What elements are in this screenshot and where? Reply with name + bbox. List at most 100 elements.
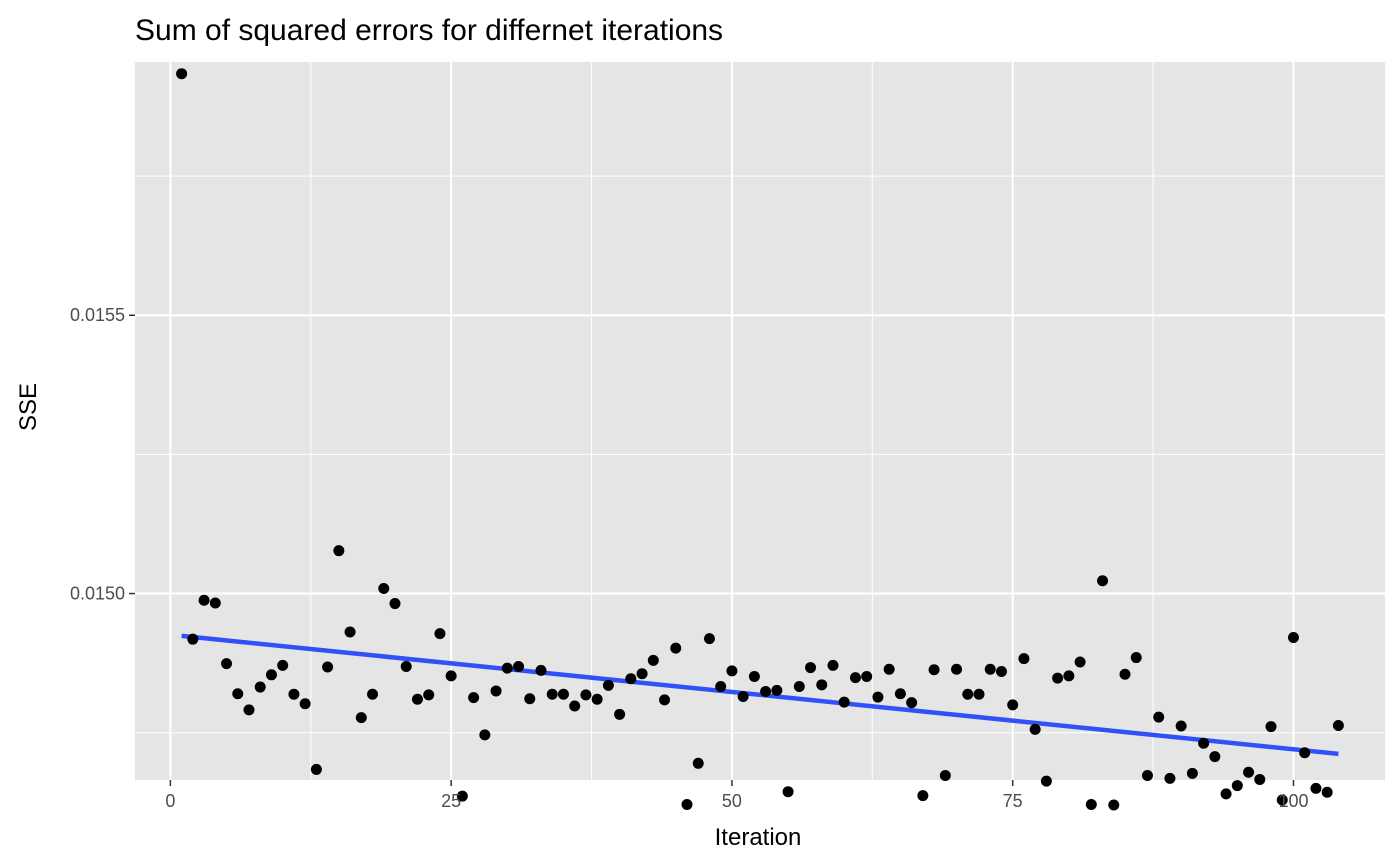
data-point [1265,721,1277,733]
data-point [254,681,266,693]
data-point [715,680,727,692]
grid-minor [135,62,1385,780]
data-point [995,665,1007,677]
data-point [906,697,918,709]
data-point [737,691,749,703]
data-point [1007,699,1019,711]
data-point [1243,766,1255,778]
data-point [928,664,940,676]
data-point [299,698,311,710]
data-point [1018,653,1030,665]
data-point [1052,672,1064,684]
data-point [726,665,738,677]
y-axis-title: SSE [15,383,42,431]
data-point [939,770,951,782]
data-point [1231,780,1243,792]
x-tick-label: 100 [1278,791,1308,811]
data-point [703,633,715,645]
x-tick-label: 25 [441,791,461,811]
data-point [434,628,446,640]
data-point [221,658,233,670]
data-point [771,684,783,696]
trend-line [181,633,1339,757]
data-point [310,763,322,775]
data-point [411,693,423,705]
data-point [1074,656,1086,668]
data-point [1141,770,1153,782]
x-axis-title: Iteration [715,824,802,851]
chart-title: Sum of squared errors for differnet iter… [135,14,723,47]
data-point [1310,782,1322,794]
data-point [1198,737,1210,749]
plot-panel [135,62,1385,780]
data-point [748,670,760,682]
data-point [322,661,334,673]
data-point [1276,794,1288,806]
data-point [782,786,794,798]
data-point [569,700,581,712]
data-point [209,597,221,609]
y-axis: 0.0150 0.0155 [70,305,135,604]
data-point [243,704,255,716]
data-point [816,679,828,691]
data-point [849,672,861,684]
data-point [1321,786,1333,798]
data-point [490,685,502,697]
data-point [1332,719,1344,731]
data-point [894,688,906,700]
data-point [557,688,569,700]
data-point [355,712,367,724]
data-point [513,660,525,672]
data-point [1029,723,1041,735]
data-point [973,688,985,700]
data-point [692,757,704,769]
data-point [1153,711,1165,723]
data-point [187,633,199,645]
data-point [805,662,817,674]
data-point [984,663,996,675]
data-point [198,594,210,606]
data-point [917,790,929,802]
data-point [1164,772,1176,784]
data-point [793,680,805,692]
data-point [277,659,289,671]
data-point [1085,798,1097,810]
data-point [659,694,671,706]
data-point [827,659,839,671]
data-point [265,669,277,681]
data-point [1209,751,1221,763]
data-point [423,689,435,701]
data-point [670,642,682,654]
data-point [1063,670,1075,682]
data-point [1254,773,1266,785]
data-point [625,673,637,685]
data-point [501,662,513,674]
data-point [962,688,974,700]
data-point [1097,575,1109,587]
data-point [647,654,659,666]
data-point [1287,632,1299,644]
data-point [546,688,558,700]
data-point [636,668,648,680]
data-point [456,790,468,802]
data-point [681,798,693,810]
data-point [614,708,626,720]
data-point [861,670,873,682]
x-tick-label: 75 [1003,791,1023,811]
data-point [479,729,491,741]
data-point [176,68,188,80]
data-point [468,692,480,704]
data-point [333,545,345,557]
data-point [1040,775,1052,787]
data-point [1220,788,1232,800]
data-point [288,688,300,700]
data-point [535,664,547,676]
data-point [883,663,895,675]
x-tick-label: 50 [722,791,742,811]
data-point [838,696,850,708]
data-point [872,691,884,703]
x-tick-label: 0 [165,791,175,811]
grid-major [135,62,1385,780]
data-point [760,686,772,698]
